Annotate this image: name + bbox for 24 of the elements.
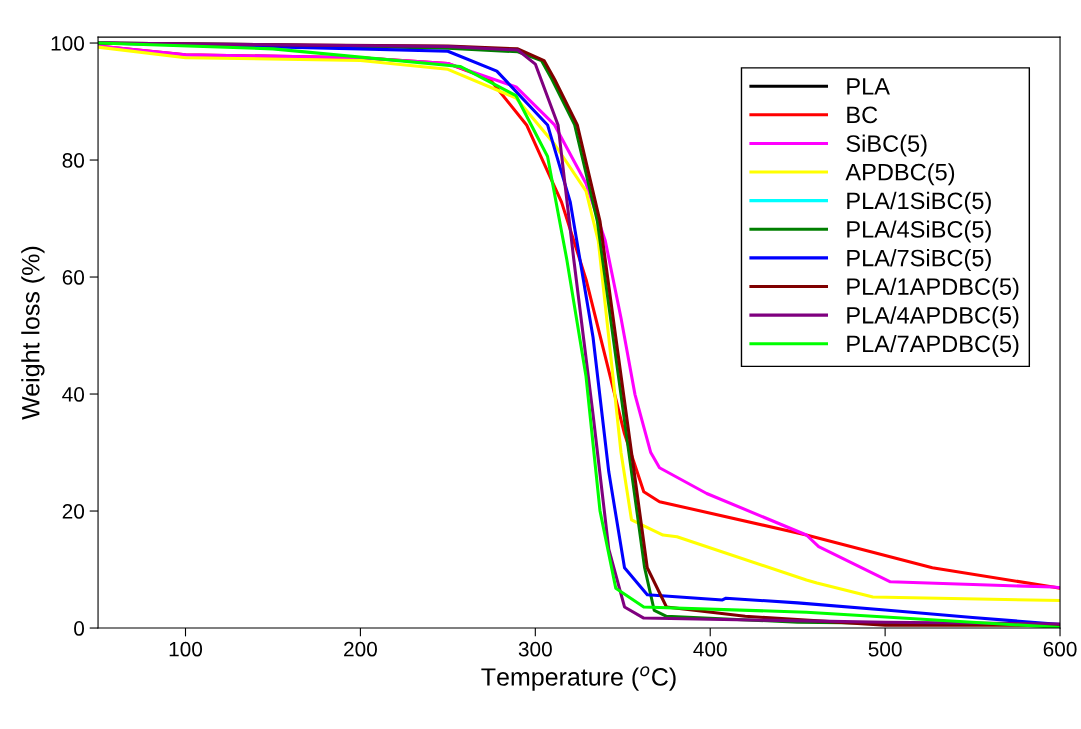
legend-label: PLA/4SiBC(5) [847,220,991,243]
legend-label: PLA/7SiBC(5) [847,249,991,272]
y-tick-label: 80 [62,153,85,168]
y-tick-label: 20 [62,504,85,519]
legend-label: PLA/7APDBC(5) [847,334,1019,357]
y-axis-title: Weight loss (%) [21,246,45,420]
y-tick-label: 60 [62,270,85,285]
x-axis-title: Temperature ($^{o}$C) [481,666,676,691]
x-tick-label: 400 [693,641,727,657]
x-tick-label: 600 [1043,641,1077,657]
y-tick-label: 100 [51,36,85,51]
legend-label: PLA [847,78,890,95]
y-tick-label: 40 [62,387,85,402]
y-tick-label: 0 [74,621,85,636]
legend-label: PLA/1APDBC(5) [847,277,1019,300]
x-tick-label: 100 [169,641,203,657]
legend-label: SiBC(5) [846,134,927,157]
x-tick-label: 200 [344,641,377,657]
legend-label: APDBC(5) [845,163,955,186]
legend-label: PLA/4APDBC(5) [847,306,1019,329]
x-tick-label: 500 [868,641,902,657]
legend-label: PLA/1SiBC(5) [847,191,991,214]
legend-label: BC [847,106,878,124]
x-tick-label: 300 [518,641,552,657]
